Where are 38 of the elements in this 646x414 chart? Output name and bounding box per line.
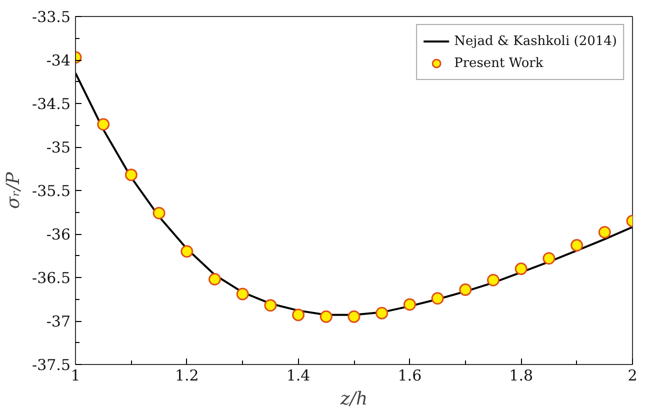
point: [236, 288, 249, 300]
point: [431, 292, 444, 305]
y-tick-label: -34.5: [32, 95, 70, 113]
point: [180, 245, 194, 258]
y-axis-title: σᵣ/P: [3, 171, 24, 209]
point: [97, 118, 110, 131]
point: [598, 226, 611, 238]
point: [208, 273, 221, 286]
y-tick-label: -36: [46, 226, 70, 244]
point: [459, 283, 472, 296]
legend-label: Nejad & Kashkoli (2014): [454, 34, 617, 48]
point: [320, 310, 332, 323]
point: [570, 239, 584, 252]
y-tick-label: -34: [46, 52, 70, 70]
point: [348, 310, 360, 323]
point: [542, 252, 556, 265]
x-tick-label: 2: [628, 366, 638, 384]
y-tick-label: -37: [46, 312, 70, 330]
y-tick-label: -35.5: [32, 182, 70, 200]
y-tick-label: -33.5: [32, 8, 70, 26]
point: [124, 168, 138, 182]
y-tick-label: -37.5: [32, 356, 70, 374]
x-tick-label: 1.2: [174, 366, 199, 384]
point: [403, 298, 416, 311]
point: [264, 299, 277, 312]
x-tick-label: 1.4: [286, 366, 310, 384]
x-axis-title: z/h: [339, 388, 368, 410]
x-tick-label: 1: [70, 366, 80, 384]
legend-label: Present Work: [454, 56, 544, 70]
point: [292, 308, 305, 322]
x-tick-label: 1.6: [398, 366, 422, 384]
point: [514, 262, 528, 276]
point: [487, 274, 500, 286]
y-tick-label: -36.5: [32, 269, 70, 287]
y-tick-label: -35: [46, 138, 70, 156]
point: [376, 306, 388, 320]
x-tick-label: 1.8: [509, 366, 534, 384]
point: [152, 206, 166, 220]
